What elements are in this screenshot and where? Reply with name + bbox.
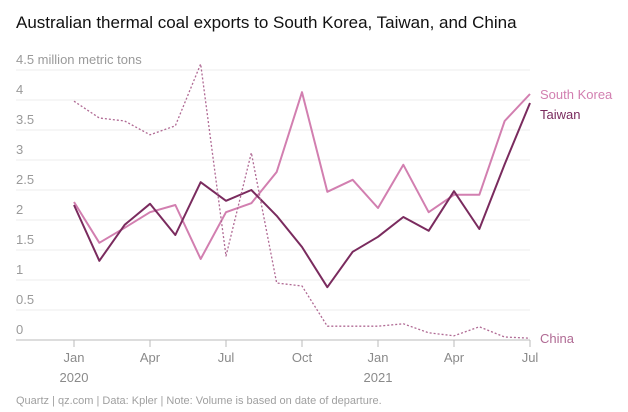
chart-title: Australian thermal coal exports to South… <box>16 13 517 32</box>
year-label: 2021 <box>364 370 393 385</box>
x-tick-label: Jan <box>368 350 389 365</box>
series-label: China <box>540 331 575 346</box>
source-note: Quartz | qz.com | Data: Kpler | Note: Vo… <box>16 395 382 407</box>
year-label: 2020 <box>60 370 89 385</box>
series-line <box>73 91 531 260</box>
x-tick-label: Apr <box>140 350 161 365</box>
x-tick-label: Oct <box>292 350 313 365</box>
x-tick-label: Apr <box>444 350 465 365</box>
y-tick-label: 2 <box>16 202 23 217</box>
x-tick-label: Jul <box>522 350 539 365</box>
y-tick-label: 2.5 <box>16 172 34 187</box>
series-line <box>73 63 531 339</box>
series-line <box>73 102 531 289</box>
y-tick-label: 1 <box>16 262 23 277</box>
y-tick-label: 3 <box>16 142 23 157</box>
x-tick-label: Jan <box>64 350 85 365</box>
y-tick-label: 4 <box>16 82 23 97</box>
y-tick-label: 3.5 <box>16 112 34 127</box>
series-label: Taiwan <box>540 107 580 122</box>
y-tick-label: 4.5 million metric tons <box>16 52 142 67</box>
y-tick-label: 0.5 <box>16 292 34 307</box>
x-tick-label: Jul <box>218 350 235 365</box>
y-tick-label: 1.5 <box>16 232 34 247</box>
y-tick-label: 0 <box>16 322 23 337</box>
series-label: South Korea <box>540 87 613 102</box>
